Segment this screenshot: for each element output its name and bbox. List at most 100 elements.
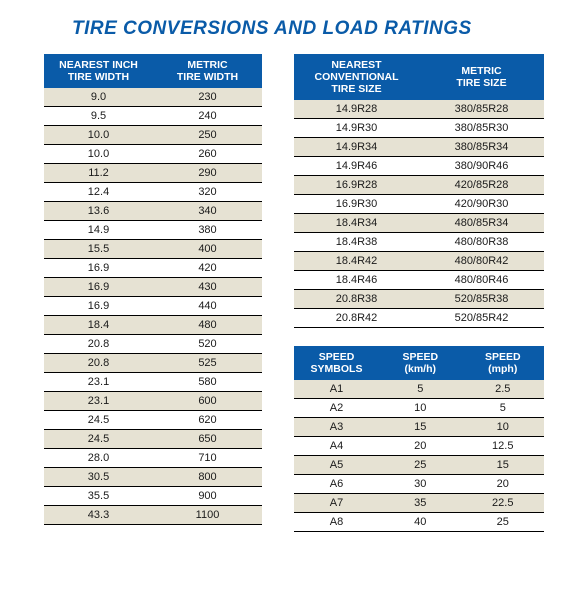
table-cell: 440 <box>153 297 262 316</box>
column-left: NEAREST INCH TIRE WIDTHMETRIC TIRE WIDTH… <box>44 54 262 532</box>
table-cell: 15 <box>462 456 545 475</box>
table-cell: 18.4R38 <box>294 233 419 252</box>
table-cell: 16.9 <box>44 259 153 278</box>
table-cell: 30 <box>379 475 462 494</box>
table-row: 18.4R38480/80R38 <box>294 233 544 252</box>
table-cell: 28.0 <box>44 449 153 468</box>
table-row: 10.0260 <box>44 145 262 164</box>
table-row: A2105 <box>294 399 544 418</box>
table-row: 16.9420 <box>44 259 262 278</box>
table-cell: 380/85R34 <box>419 138 544 157</box>
table-row: 30.5800 <box>44 468 262 487</box>
table-cell: 11.2 <box>44 164 153 183</box>
table-row: A73522.5 <box>294 494 544 513</box>
table-row: 16.9430 <box>44 278 262 297</box>
column-right: NEAREST CONVENTIONAL TIRE SIZEMETRIC TIR… <box>294 54 544 532</box>
table-row: 20.8520 <box>44 335 262 354</box>
table-cell: 480/80R38 <box>419 233 544 252</box>
table-row: 14.9R30380/85R30 <box>294 119 544 138</box>
table-cell: 24.5 <box>44 411 153 430</box>
table-cell: 14.9R30 <box>294 119 419 138</box>
table-cell: 20 <box>379 437 462 456</box>
table-row: 35.5900 <box>44 487 262 506</box>
table-cell: 380/85R30 <box>419 119 544 138</box>
table-cell: 340 <box>153 202 262 221</box>
table-cell: 20 <box>462 475 545 494</box>
table-row: 20.8525 <box>44 354 262 373</box>
table-cell: 12.4 <box>44 183 153 202</box>
layout-columns: NEAREST INCH TIRE WIDTHMETRIC TIRE WIDTH… <box>0 54 580 532</box>
table-row: A42012.5 <box>294 437 544 456</box>
table-row: 16.9440 <box>44 297 262 316</box>
table-cell: A8 <box>294 513 379 532</box>
table-cell: A7 <box>294 494 379 513</box>
table-row: 13.6340 <box>44 202 262 221</box>
table-cell: 22.5 <box>462 494 545 513</box>
table-cell: 320 <box>153 183 262 202</box>
table-cell: 480/80R42 <box>419 252 544 271</box>
table-cell: 18.4R34 <box>294 214 419 233</box>
table-cell: 20.8 <box>44 335 153 354</box>
table-row: 18.4R42480/80R42 <box>294 252 544 271</box>
table-row: 16.9R30420/90R30 <box>294 195 544 214</box>
table-cell: 380 <box>153 221 262 240</box>
table-cell: 18.4 <box>44 316 153 335</box>
width-conversion-table: NEAREST INCH TIRE WIDTHMETRIC TIRE WIDTH… <box>44 54 262 525</box>
table-row: 24.5620 <box>44 411 262 430</box>
table-cell: 240 <box>153 107 262 126</box>
column-header: METRIC TIRE SIZE <box>419 54 544 100</box>
table-cell: A4 <box>294 437 379 456</box>
table-row: A152.5 <box>294 380 544 399</box>
table-cell: 18.4R42 <box>294 252 419 271</box>
table-cell: 30.5 <box>44 468 153 487</box>
table-cell: 40 <box>379 513 462 532</box>
table-cell: 35 <box>379 494 462 513</box>
table-cell: 20.8R42 <box>294 309 419 328</box>
table-cell: 12.5 <box>462 437 545 456</box>
table-cell: 900 <box>153 487 262 506</box>
table-cell: A5 <box>294 456 379 475</box>
table-cell: 14.9R34 <box>294 138 419 157</box>
table-cell: 1100 <box>153 506 262 525</box>
column-header: SPEED SYMBOLS <box>294 346 379 380</box>
table-cell: 35.5 <box>44 487 153 506</box>
table-cell: 380/85R28 <box>419 100 544 119</box>
table-cell: 25 <box>379 456 462 475</box>
table-cell: 2.5 <box>462 380 545 399</box>
table-cell: 14.9 <box>44 221 153 240</box>
table-row: 16.9R28420/85R28 <box>294 176 544 195</box>
table-cell: 15 <box>379 418 462 437</box>
table-cell: 10.0 <box>44 126 153 145</box>
table-cell: 20.8R38 <box>294 290 419 309</box>
page-title: TIRE CONVERSIONS AND LOAD RATINGS <box>0 0 580 54</box>
table-cell: 16.9 <box>44 297 153 316</box>
table-cell: 14.9R28 <box>294 100 419 119</box>
table-cell: 525 <box>153 354 262 373</box>
table-row: 20.8R38520/85R38 <box>294 290 544 309</box>
column-header: SPEED (mph) <box>462 346 545 380</box>
table-cell: A1 <box>294 380 379 399</box>
table-cell: 260 <box>153 145 262 164</box>
table-row: A52515 <box>294 456 544 475</box>
table-row: 9.0230 <box>44 88 262 107</box>
table-cell: 480/85R34 <box>419 214 544 233</box>
table-row: 18.4R34480/85R34 <box>294 214 544 233</box>
table-row: 20.8R42520/85R42 <box>294 309 544 328</box>
table-cell: 520/85R38 <box>419 290 544 309</box>
table-cell: A3 <box>294 418 379 437</box>
table-cell: 480 <box>153 316 262 335</box>
table-cell: 710 <box>153 449 262 468</box>
table-row: 24.5650 <box>44 430 262 449</box>
table-row: 14.9R46380/90R46 <box>294 157 544 176</box>
table-cell: 20.8 <box>44 354 153 373</box>
table-cell: 5 <box>462 399 545 418</box>
table-cell: 16.9R30 <box>294 195 419 214</box>
table-cell: A6 <box>294 475 379 494</box>
table-row: A63020 <box>294 475 544 494</box>
table-cell: 9.5 <box>44 107 153 126</box>
table-row: 15.5400 <box>44 240 262 259</box>
table-cell: 800 <box>153 468 262 487</box>
table-cell: 10 <box>379 399 462 418</box>
table-cell: 580 <box>153 373 262 392</box>
table-row: 18.4480 <box>44 316 262 335</box>
